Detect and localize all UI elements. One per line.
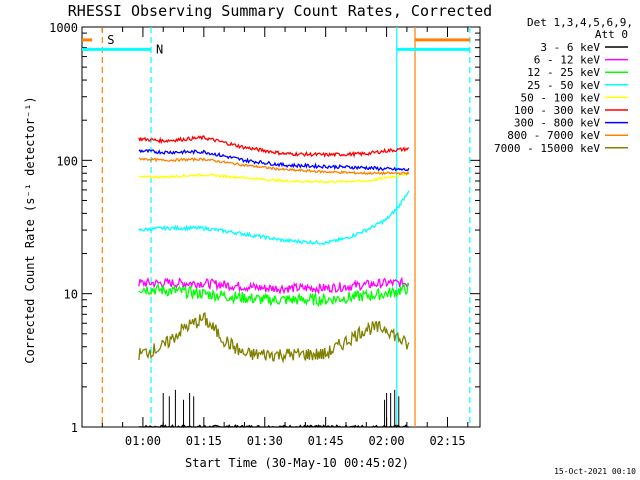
legend-label: 3 - 6 keV bbox=[540, 41, 600, 54]
timestamp: 15-Oct-2021 00:10 bbox=[554, 467, 636, 476]
legend-label: 100 - 300 keV bbox=[514, 104, 600, 117]
y-tick-label: 10 bbox=[64, 288, 78, 302]
x-tick-label: 01:00 bbox=[125, 434, 161, 448]
series-line bbox=[138, 312, 410, 364]
plot-frame bbox=[81, 26, 481, 428]
legend-label: 25 - 50 keV bbox=[527, 79, 600, 92]
y-tick-label: 100 bbox=[56, 154, 78, 168]
series-lines bbox=[138, 135, 410, 429]
legend-label: 800 - 7000 keV bbox=[507, 129, 600, 142]
x-tick-label: 01:30 bbox=[247, 434, 283, 448]
legend-label: 12 - 25 keV bbox=[527, 66, 600, 79]
attenuator-header: Att 0 bbox=[595, 28, 628, 41]
axes-ticks: 1 10 100 1000 01:00 01:15 01:30 01:45 02:00 02:15 bbox=[49, 21, 480, 448]
legend-label: 50 - 100 keV bbox=[521, 91, 601, 104]
series-line bbox=[138, 172, 410, 184]
y-tick-label: 1 bbox=[71, 421, 78, 435]
x-tick-label: 02:00 bbox=[369, 434, 405, 448]
flag-label-n: N bbox=[156, 42, 163, 56]
chart-title: RHESSI Observing Summary Count Rates, Co… bbox=[68, 2, 492, 20]
y-axis-label: Corrected Count Rate (s⁻¹ detector⁻¹) bbox=[23, 96, 37, 363]
x-tick-label: 01:15 bbox=[186, 434, 222, 448]
series-line bbox=[138, 190, 410, 246]
legend-label: 7000 - 15000 keV bbox=[494, 142, 600, 155]
series-line bbox=[138, 276, 410, 296]
x-axis-label: Start Time (30-May-10 00:45:02) bbox=[185, 456, 409, 470]
legend-label: 300 - 800 keV bbox=[514, 117, 600, 130]
x-tick-label: 02:15 bbox=[429, 434, 465, 448]
series-line bbox=[138, 424, 409, 429]
series-line bbox=[138, 157, 410, 176]
legend-label: 6 - 12 keV bbox=[534, 54, 601, 67]
detector-header: Det 1,3,4,5,6,9, bbox=[527, 16, 633, 29]
flag-label-s: S bbox=[107, 33, 114, 47]
y-tick-label: 1000 bbox=[49, 21, 78, 35]
time-markers: SN bbox=[82, 27, 471, 427]
series-line bbox=[138, 149, 410, 172]
x-tick-label: 01:45 bbox=[308, 434, 344, 448]
series-line bbox=[138, 282, 410, 308]
series-line bbox=[138, 135, 409, 158]
